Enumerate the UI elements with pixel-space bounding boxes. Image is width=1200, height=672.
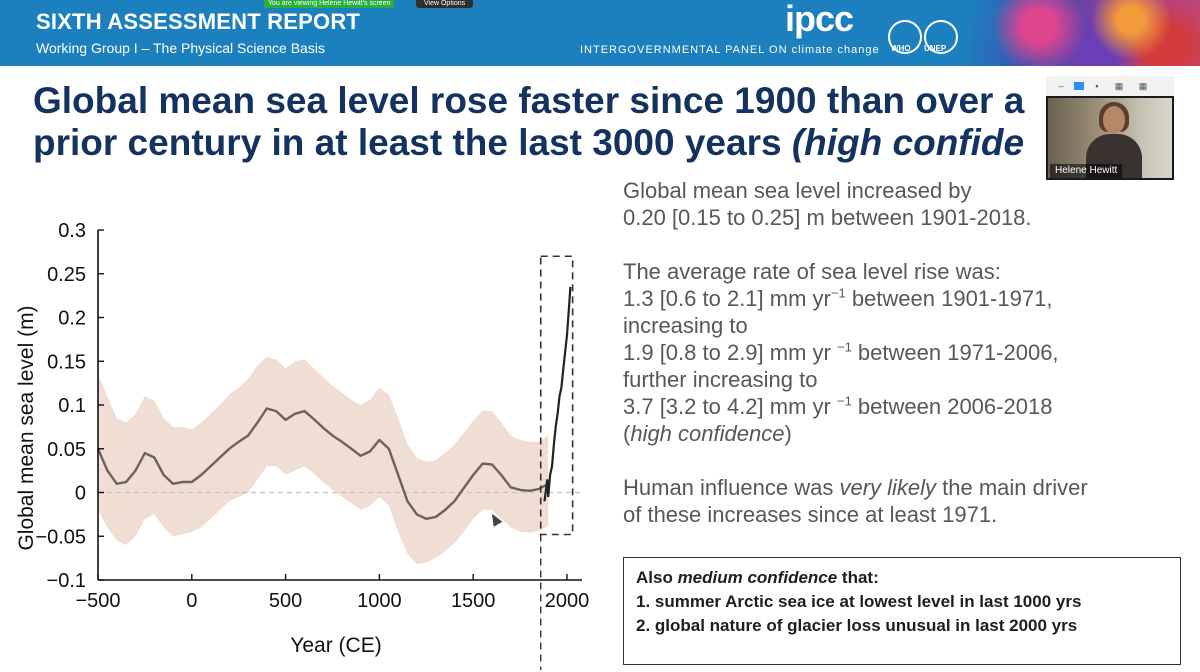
- callout-item-1: 1. summer Arctic sea ice at lowest level…: [636, 592, 1082, 611]
- finding-line: increasing to: [623, 313, 748, 338]
- x-tick-label: 2000: [545, 590, 590, 612]
- unep-emblem-icon: [924, 20, 958, 54]
- callout-item-2: 2. global nature of glacier loss unusual…: [636, 616, 1078, 635]
- who-label: WHO: [891, 44, 911, 53]
- ipcc-tagline: INTERGOVERNMENTAL PANEL ON climate chang…: [580, 44, 880, 56]
- participant-face: [1103, 106, 1125, 134]
- x-tick-label: −500: [75, 590, 120, 612]
- screen-share-notice: You are viewing Helene Hewitt's screen: [264, 0, 395, 8]
- finding-line: The average rate of sea level rise was:: [623, 259, 1001, 284]
- rate-3-text: 3.7 [3.2 to 4.2] mm yr: [623, 394, 837, 419]
- y-tick-label: 0.1: [58, 395, 86, 417]
- paren-close: ): [784, 421, 792, 446]
- rate-1-text: 1.3 [0.6 to 2.1] mm yr: [623, 286, 831, 311]
- rate-exponent: −1: [830, 285, 846, 301]
- finding-line: Global mean sea level increased by: [623, 178, 972, 203]
- fullscreen-icon[interactable]: ▦: [1138, 81, 1148, 91]
- y-tick-label: 0.15: [47, 351, 86, 373]
- attribution-text-end: the main driver: [936, 475, 1088, 500]
- report-banner: SIXTH ASSESSMENT REPORT Working Group I …: [0, 0, 1200, 66]
- finding-line: 1.3 [0.6 to 2.1] mm yr−1 between 1901-19…: [623, 285, 1183, 312]
- x-tick-label: 1500: [451, 590, 496, 612]
- rate-1-period: between 1901-1971,: [845, 286, 1053, 311]
- rate-3-period: between 2006-2018: [851, 394, 1053, 419]
- participant-name: Helene Hewitt: [1050, 164, 1123, 178]
- rate-exponent: −1: [836, 393, 852, 409]
- y-tick-label: −0.1: [47, 570, 86, 592]
- gallery-view-icon[interactable]: ▪: [1095, 81, 1099, 91]
- attribution-text: Human influence was: [623, 475, 840, 500]
- finding-line: of these increases since at least 1971.: [623, 502, 998, 527]
- y-tick-label: −0.05: [35, 526, 86, 548]
- finding-line: Human influence was very likely the main…: [623, 474, 1183, 501]
- video-tile-toolbar: – ▪ ▦ ▦: [1046, 76, 1174, 96]
- confidence-text: high confidence: [630, 421, 785, 446]
- rate-2-text: 1.9 [0.8 to 2.9] mm yr: [623, 340, 837, 365]
- callout-title-pre: Also: [636, 568, 678, 587]
- y-tick-label: 0: [75, 483, 86, 505]
- heading-line-1: Global mean sea level rose faster since …: [33, 80, 1025, 121]
- heading-line-2: prior century in at least the last 3000 …: [33, 122, 1063, 164]
- chart-x-axis-label: Year (CE): [290, 634, 381, 657]
- recent-period-box: [539, 255, 574, 536]
- likelihood-text: very likely: [839, 475, 937, 500]
- x-tick-label: 1000: [357, 590, 402, 612]
- minimize-icon[interactable]: –: [1058, 81, 1064, 91]
- banner-artwork: [970, 0, 1200, 66]
- ipcc-logo: ipcc: [785, 0, 854, 39]
- uncertainty-band: [98, 356, 549, 565]
- rate-exponent: −1: [836, 339, 852, 355]
- unep-label: UNEP: [924, 44, 947, 53]
- observations-line: [543, 286, 572, 502]
- chart-y-axis-label: Global mean sea level (m): [15, 305, 38, 550]
- y-tick-label: 0.2: [58, 308, 86, 330]
- paren-open: (: [623, 421, 631, 446]
- sea-level-chart: −0.1 −0.05 0 0.05 0.1 0.15 0.2 0.25 0.3 −500 0 500 1…: [15, 220, 590, 670]
- y-tick-label: 0.05: [47, 439, 86, 461]
- slide-heading: Global mean sea level rose faster since …: [33, 80, 1063, 164]
- x-tick-label: 0: [186, 590, 197, 612]
- finding-line: further increasing to: [623, 367, 818, 392]
- y-tick-label: 0.3: [58, 220, 86, 242]
- finding-line: 3.7 [3.2 to 4.2] mm yr −1 between 2006-2…: [623, 393, 1183, 420]
- key-findings: Global mean sea level increased by 0.20 …: [623, 177, 1183, 528]
- grid-view-icon[interactable]: ▦: [1114, 81, 1124, 91]
- callout-title-italic: medium confidence: [677, 568, 838, 587]
- participant-video-tile[interactable]: – ▪ ▦ ▦ Helene Hewitt: [1046, 76, 1174, 180]
- heading-line-2-italic: (high confide: [791, 122, 1025, 163]
- who-emblem-icon: [888, 20, 922, 54]
- finding-line: 0.20 [0.15 to 0.25] m between 1901-2018.: [623, 205, 1032, 230]
- rate-2-period: between 1971-2006,: [851, 340, 1059, 365]
- report-subtitle: Working Group I – The Physical Science B…: [36, 40, 325, 56]
- callout-title: Also medium confidence that:: [636, 566, 1168, 590]
- finding-line: (high confidence): [623, 420, 1183, 447]
- heading-line-2-text: prior century in at least the last 3000 …: [33, 122, 792, 163]
- report-title: SIXTH ASSESSMENT REPORT: [36, 9, 361, 34]
- callout-title-post: that:: [837, 568, 879, 587]
- medium-confidence-callout: Also medium confidence that: 1. summer A…: [623, 557, 1181, 665]
- finding-line: 1.9 [0.8 to 2.9] mm yr −1 between 1971-2…: [623, 339, 1183, 366]
- speaker-view-icon[interactable]: [1074, 82, 1084, 90]
- x-tick-label: 500: [269, 590, 302, 612]
- reconstruction-line: [96, 407, 549, 520]
- view-options-button[interactable]: View Options: [416, 0, 474, 8]
- y-tick-label: 0.25: [47, 264, 86, 286]
